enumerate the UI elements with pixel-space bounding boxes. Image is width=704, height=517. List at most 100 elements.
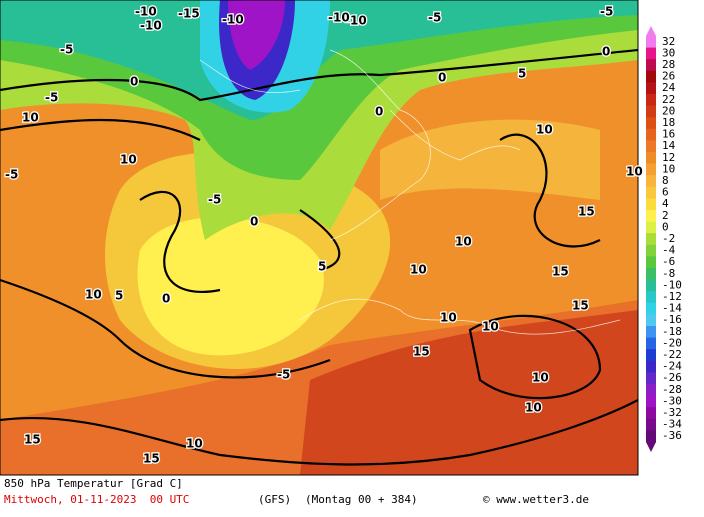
colorbar-cell [646,233,656,246]
contour-labels: -10-10-15 -10-5-5-5-100-50510101050-50-50… [4,3,644,467]
contour-label: 5 [318,260,326,274]
colorbar-cell [646,198,656,211]
contour-label: 15 [552,265,569,279]
contour-label: -10 [135,5,157,19]
contour-label: 10 [482,320,499,334]
colorbar-label: -26 [662,371,682,384]
contour-label: 10 [536,123,553,137]
contour-label: 15 [413,345,430,359]
colorbar-label: 4 [662,197,669,210]
colorbar-cell [646,256,656,269]
contour-label: 15 [578,205,595,219]
contour-label: -10 [222,13,244,27]
colorbar-cell [646,70,656,83]
colorbar-label: 32 [662,35,675,48]
colorbar-label: -22 [662,348,682,361]
colorbar-label: 28 [662,58,675,71]
colorbar-label: 2 [662,209,669,222]
colorbar-cell [646,337,656,350]
date: Mittwoch, 01-11-2023 00 UTC [4,493,189,506]
colorbar: 32302826242220181614121086420-2-4-6-8-10… [646,26,682,452]
colorbar-arrow-bottom [646,442,656,452]
colorbar-cell [646,372,656,385]
contour-label: 0 [602,45,610,59]
colorbar-cell [646,244,656,257]
colorbar-cell [646,186,656,199]
colorbar-cell [646,314,656,327]
colorbar-cell [646,430,656,443]
contour-label: 10 [626,165,643,179]
contour-label: 10 [120,153,137,167]
contour-label: 10 [22,111,39,125]
contour-label: -5 [5,168,18,182]
colorbar-label: -20 [662,336,682,349]
colorbar-cell [646,163,656,176]
colorbar-cell [646,221,656,234]
colorbar-cell [646,302,656,315]
colorbar-cell [646,105,656,118]
credit: © www.wetter3.de [483,493,589,506]
contour-label: 0 [375,105,383,119]
colorbar-cell [646,94,656,107]
colorbar-label: 26 [662,70,675,83]
contour-label: -5 [60,43,73,57]
colorbar-cell [646,291,656,304]
colorbar-label: -32 [662,406,682,419]
contour-label: 0 [438,71,446,85]
colorbar-label: -18 [662,325,682,338]
colorbar-cell [646,47,656,60]
colorbar-cell [646,140,656,153]
colorbar-cell [646,210,656,223]
colorbar-cell [646,349,656,362]
colorbar-label: -12 [662,290,682,303]
colorbar-cell [646,395,656,408]
contour-label: 10 [532,371,549,385]
colorbar-arrow-top [646,26,656,36]
contour-label: 10 [440,311,457,325]
model: (GFS) [258,493,291,506]
contour-label: 15 [143,452,160,466]
colorbar-cell [646,279,656,292]
contour-label: 15 [24,433,41,447]
colorbar-label: -10 [662,278,682,291]
colorbar-label: 6 [662,186,669,199]
contour-label: -5 [277,368,290,382]
colorbar-label: 20 [662,104,675,117]
colorbar-cell [646,128,656,141]
colorbar-cell [646,117,656,130]
contour-label: 10 [455,235,472,249]
contour-label: -5 [600,5,613,19]
colorbar-label: -8 [662,267,675,280]
colorbar-cell [646,175,656,188]
contour-label: -5 [45,91,58,105]
colorbar-cell [646,418,656,431]
contour-label: 0 [250,215,258,229]
colorbar-cell [646,152,656,165]
colorbar-label: -14 [662,302,682,315]
colorbar-label: -30 [662,394,682,407]
contour-label: 10 [85,288,102,302]
contour-label: -5 [208,193,221,207]
contour-label: 0 [162,292,170,306]
colorbar-cell [646,36,656,49]
contour-label: 10 [410,263,427,277]
colorbar-label: 24 [662,81,676,94]
colorbar-label: 22 [662,93,675,106]
colorbar-label: -24 [662,360,682,373]
colorbar-label: 18 [662,116,675,129]
colorbar-label: 10 [662,162,675,175]
contour-label: 0 [130,75,138,89]
colorbar-label: 0 [662,220,669,233]
contour-label: -10 [328,11,350,25]
map-field [0,0,638,475]
colorbar-label: -2 [662,232,675,245]
colorbar-label: 16 [662,128,675,141]
colorbar-cell [646,384,656,397]
contour-label: 10 [525,401,542,415]
contour-label: -10 [345,14,367,28]
colorbar-label: 30 [662,46,675,59]
colorbar-label: 8 [662,174,669,187]
colorbar-label: -34 [662,418,682,431]
run: (Montag 00 + 384) [305,493,418,506]
